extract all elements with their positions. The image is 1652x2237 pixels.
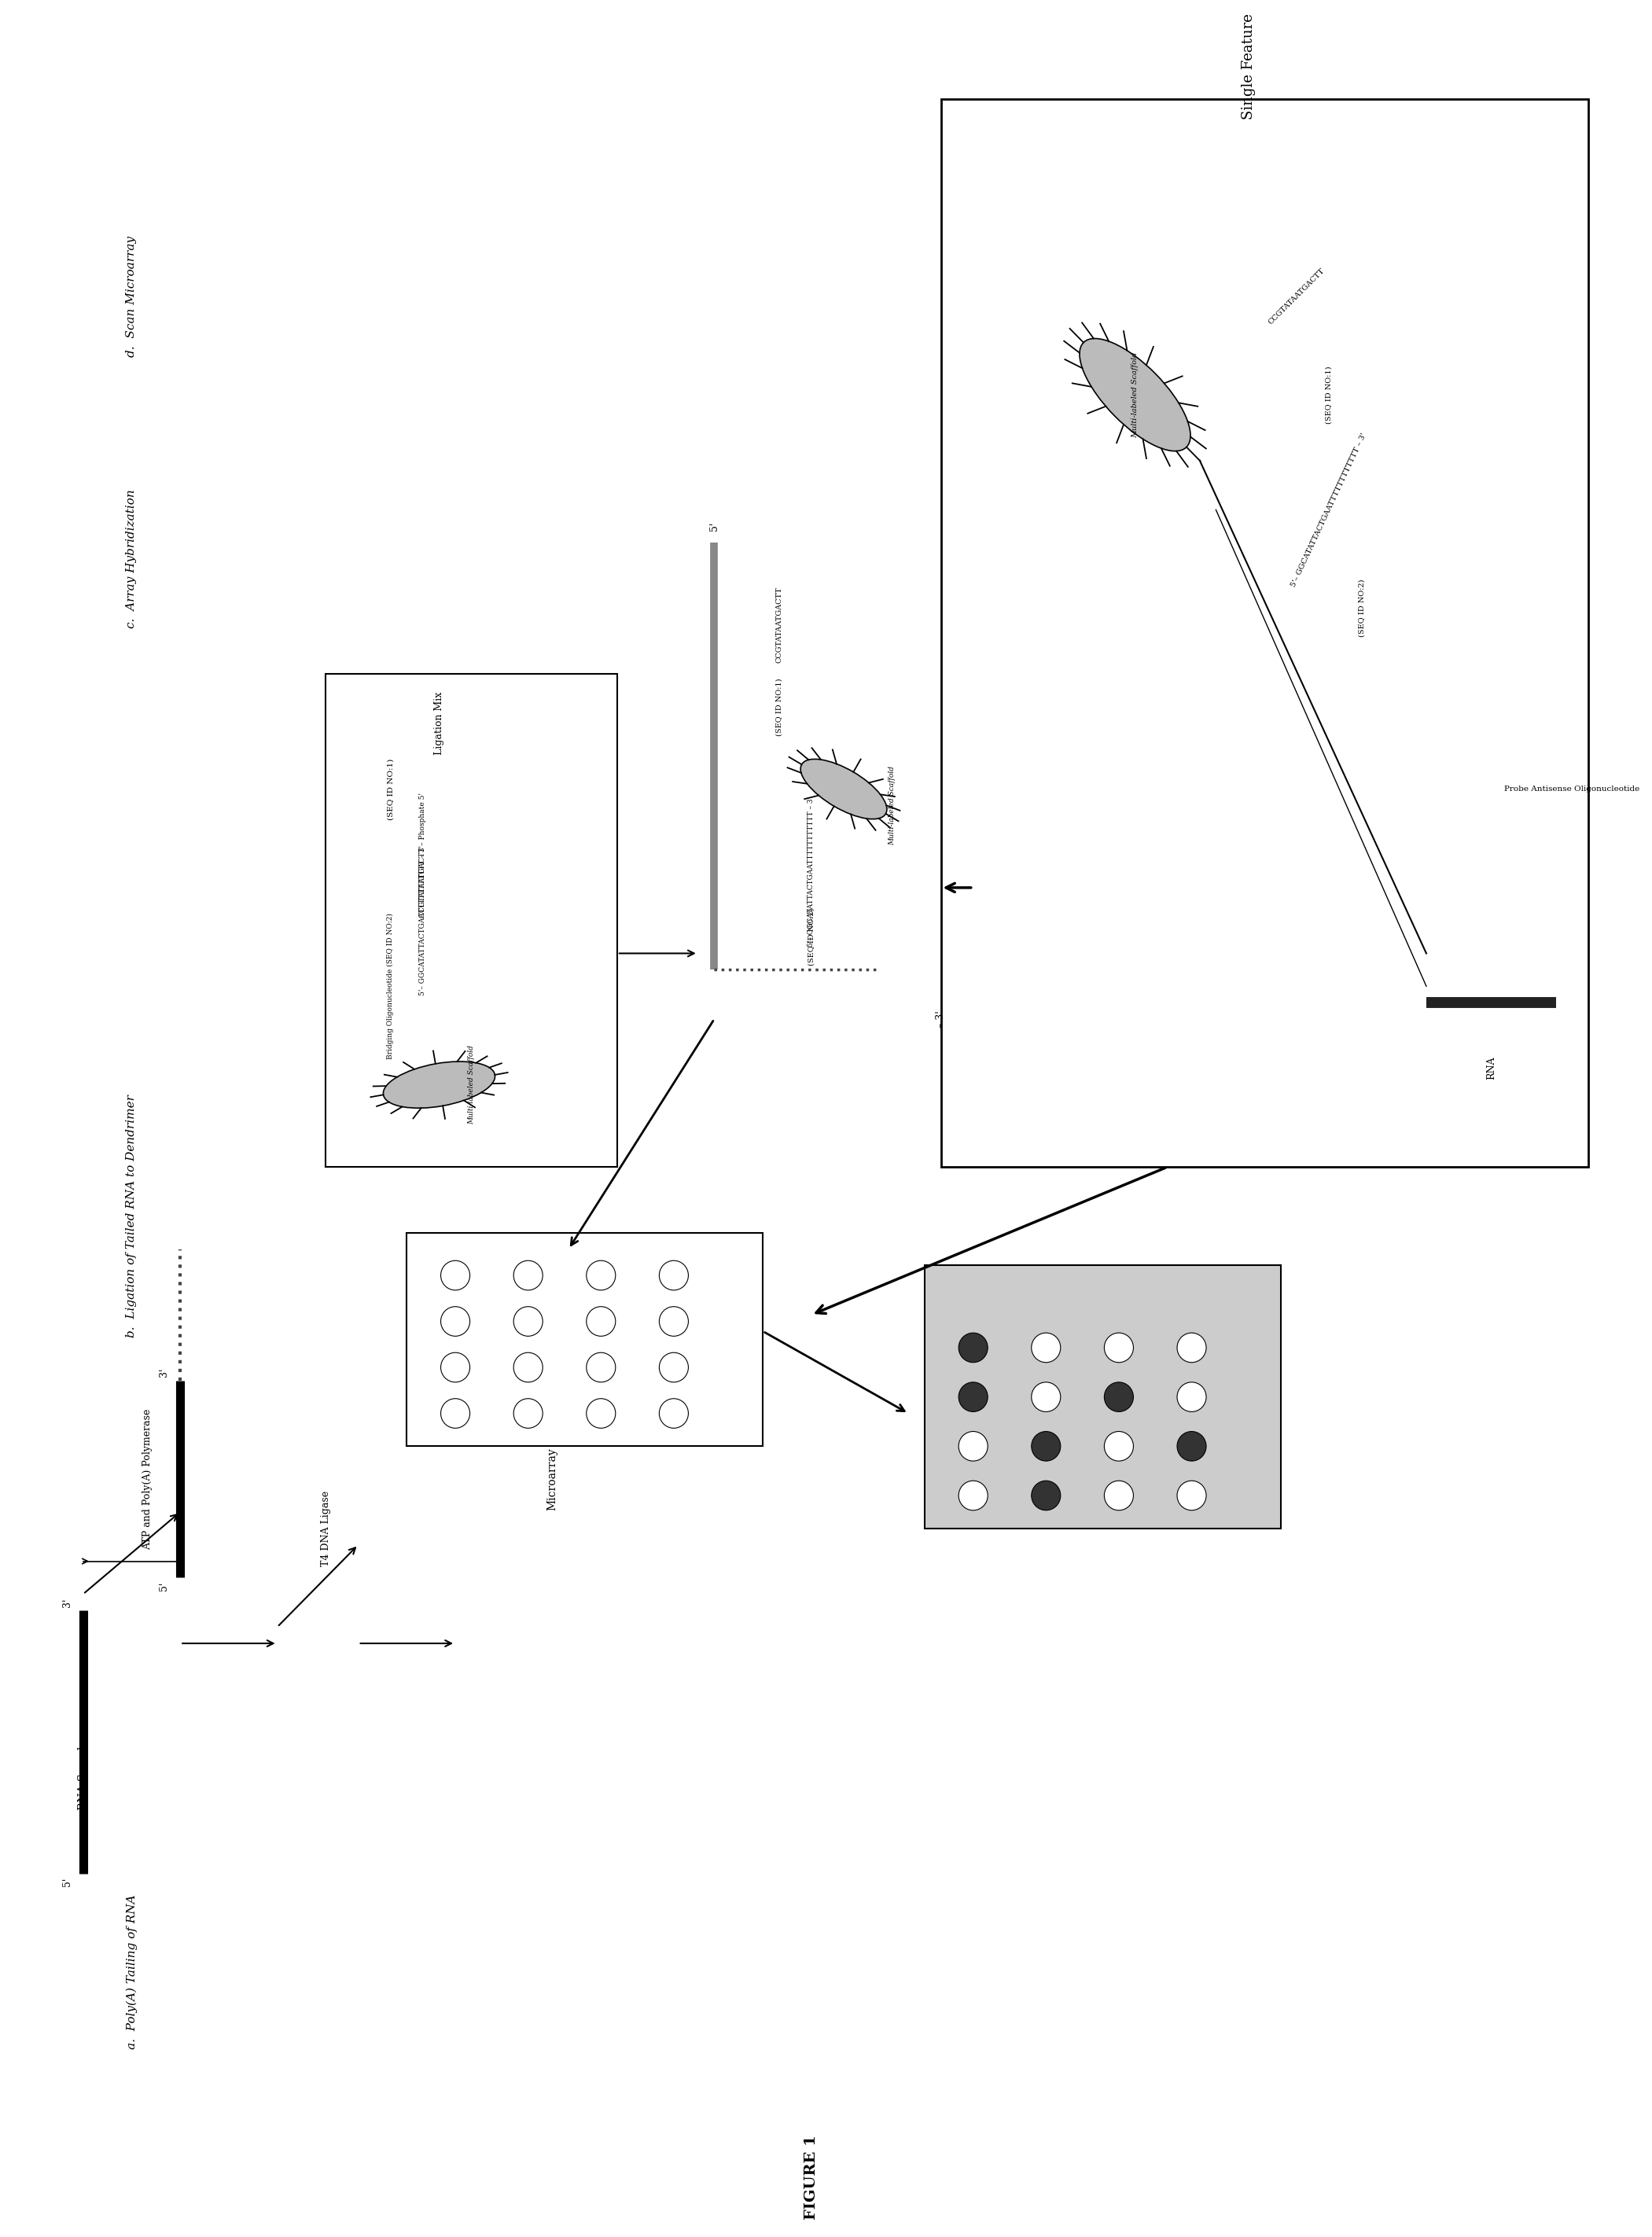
Circle shape [514, 1398, 544, 1427]
Ellipse shape [801, 758, 887, 819]
Circle shape [586, 1353, 616, 1382]
Circle shape [1031, 1333, 1061, 1362]
Circle shape [586, 1398, 616, 1427]
Bar [925, 1266, 1280, 1528]
Text: b.  Ligation of Tailed RNA to Dendrimer: b. Ligation of Tailed RNA to Dendrimer [126, 1094, 137, 1338]
Circle shape [441, 1398, 469, 1427]
Text: (SEQ ID NO:1): (SEQ ID NO:1) [387, 758, 395, 819]
Circle shape [958, 1481, 988, 1510]
Circle shape [958, 1333, 988, 1362]
Circle shape [514, 1353, 544, 1382]
Circle shape [1031, 1382, 1061, 1412]
Circle shape [1104, 1333, 1133, 1362]
Text: a.  Poly(A) Tailing of RNA: a. Poly(A) Tailing of RNA [126, 1895, 137, 2049]
Text: 5'– GGCATATTACTGAATTTTTTTTTTT – 3': 5'– GGCATATTACTGAATTTTTTTTTTT – 3' [808, 796, 814, 946]
Bar [406, 1233, 763, 1447]
Circle shape [958, 1382, 988, 1412]
Bar [940, 98, 1588, 1168]
Circle shape [586, 1306, 616, 1335]
Text: Multi-labeled Scaffold: Multi-labeled Scaffold [468, 1045, 476, 1125]
Text: (SEQ ID NO:2): (SEQ ID NO:2) [808, 908, 814, 966]
Text: RNA: RNA [1485, 1056, 1497, 1080]
Text: 5'– GGCATATTACTGAATTTTTTTTTTTT – 3': 5'– GGCATATTACTGAATTTTTTTTTTTT – 3' [1290, 432, 1368, 588]
Text: Multi-labeled Scaffold: Multi-labeled Scaffold [1132, 351, 1138, 438]
Circle shape [659, 1353, 689, 1382]
Ellipse shape [1079, 338, 1191, 452]
Circle shape [659, 1262, 689, 1291]
Circle shape [1104, 1382, 1133, 1412]
Circle shape [514, 1262, 544, 1291]
Text: – 3': – 3' [935, 1011, 947, 1027]
Text: RNA Sample: RNA Sample [78, 1740, 89, 1810]
Text: c.  Array Hybridization: c. Array Hybridization [126, 490, 137, 629]
Text: d.  Scan Microarray: d. Scan Microarray [126, 235, 137, 356]
Text: Microarray: Microarray [547, 1447, 558, 1510]
Text: Probe Antisense Oligonucleotide: Probe Antisense Oligonucleotide [1505, 785, 1640, 792]
Text: (SEQ ID NO:2): (SEQ ID NO:2) [1358, 579, 1365, 638]
Text: Single Feature: Single Feature [1241, 13, 1256, 119]
Circle shape [1178, 1333, 1206, 1362]
Circle shape [1178, 1481, 1206, 1510]
Text: Ligation Mix: Ligation Mix [434, 691, 444, 754]
Circle shape [441, 1306, 469, 1335]
Circle shape [659, 1398, 689, 1427]
Circle shape [1178, 1382, 1206, 1412]
Circle shape [659, 1306, 689, 1335]
Text: 3': 3' [61, 1597, 73, 1606]
Text: 5': 5' [709, 521, 719, 530]
Text: FIGURE 1: FIGURE 1 [805, 2134, 818, 2219]
Text: ATP and Poly(A) Polymerase: ATP and Poly(A) Polymerase [142, 1409, 154, 1550]
Text: Multi-labeled Scaffold: Multi-labeled Scaffold [889, 765, 895, 846]
Circle shape [586, 1262, 616, 1291]
Circle shape [1104, 1481, 1133, 1510]
Text: T4 DNA Ligase: T4 DNA Ligase [320, 1490, 330, 1566]
Ellipse shape [383, 1063, 496, 1107]
Circle shape [1031, 1432, 1061, 1461]
Text: CCGTATAATGACTT – Phosphate 5': CCGTATAATGACTT – Phosphate 5' [420, 792, 426, 917]
Text: Bridging Oligonucleotide (SEQ ID NO:2): Bridging Oligonucleotide (SEQ ID NO:2) [387, 913, 395, 1060]
Text: CCGTATAATGACTT: CCGTATAATGACTT [1267, 266, 1327, 327]
Circle shape [958, 1432, 988, 1461]
Text: 3': 3' [159, 1367, 169, 1376]
Text: (SEQ ID NO:1): (SEQ ID NO:1) [775, 678, 783, 736]
Circle shape [1178, 1432, 1206, 1461]
Text: CCGTATAATGACTT: CCGTATAATGACTT [775, 586, 783, 662]
Text: 5'– GGCATATTACTGAATTTTTTTTTTT – 3': 5'– GGCATATTACTGAATTTTTTTTTTT – 3' [420, 846, 426, 995]
Text: (SEQ ID NO:1): (SEQ ID NO:1) [1325, 367, 1333, 423]
Circle shape [514, 1306, 544, 1335]
Text: 5': 5' [159, 1582, 169, 1591]
Text: 5': 5' [61, 1877, 73, 1886]
Circle shape [1104, 1432, 1133, 1461]
Circle shape [441, 1353, 469, 1382]
Circle shape [1031, 1481, 1061, 1510]
Bar [325, 673, 618, 1168]
Circle shape [441, 1262, 469, 1291]
